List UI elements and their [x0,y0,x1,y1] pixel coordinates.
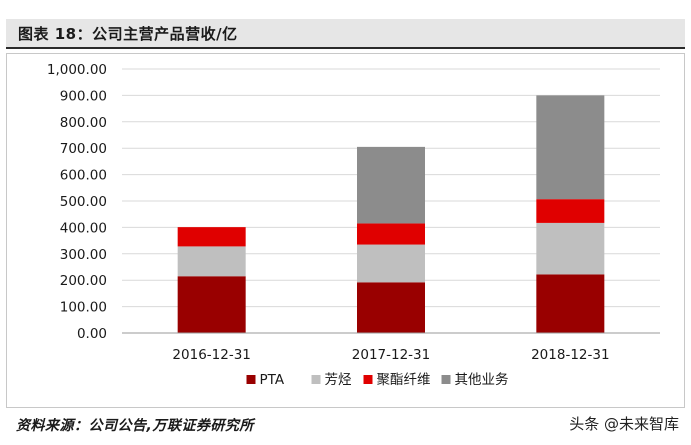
y-tick-label: 700.00 [60,141,107,157]
y-tick-label: 200.00 [60,273,107,289]
y-axis: 0.00 100.00 200.00 300.00 400.00 500.00 600.00… [47,62,107,342]
bars [177,95,605,333]
bar-segment [357,244,425,283]
bar-segment [357,282,425,333]
bar-segment [177,276,246,333]
bar-segment [536,274,605,333]
legend-label: 其他业务 [455,372,509,388]
y-tick-label: 900.00 [60,88,107,104]
x-tick-label: 2018-12-31 [531,347,609,363]
y-tick-label: 300.00 [60,247,107,263]
legend-swatch [311,375,321,384]
legend-label: PTA [260,372,285,388]
source-note: 资料来源：公司公告,万联证券研究所 [16,418,254,434]
legend-label: 芳烃 [325,372,352,388]
y-tick-label: 400.00 [60,220,107,236]
y-tick-label: 1,000.00 [47,62,107,78]
y-tick-label: 500.00 [60,194,107,210]
legend-swatch [441,375,451,384]
x-axis: 2016-12-31 2017-12-31 2018-12-31 [122,332,660,363]
watermark: 头条 @未来智库 [569,415,679,433]
y-tick-label: 100.00 [60,300,107,316]
y-tick-label: 0.00 [77,326,107,342]
chart-title: 图表 18：公司主营产品营收/亿 [18,25,238,43]
x-tick-label: 2016-12-31 [172,347,250,363]
bar-segment [536,222,605,275]
y-tick-label: 800.00 [60,115,107,131]
bar-segment [357,146,425,224]
bar-segment [536,95,605,200]
bar-segment [177,227,246,247]
chart-frame [6,53,685,408]
legend: PTA 芳烃 聚酯纤维 其他业务 [246,372,509,388]
legend-swatch [363,375,373,384]
bar-segment [536,199,605,223]
x-tick-label: 2017-12-31 [352,347,430,363]
bar-segment [357,223,425,245]
legend-label: 聚酯纤维 [377,372,431,388]
y-tick-label: 600.00 [60,168,107,184]
legend-swatch [246,375,256,384]
chart-header: 图表 18：公司主营产品营收/亿 [6,19,685,49]
bar-segment [177,246,246,277]
